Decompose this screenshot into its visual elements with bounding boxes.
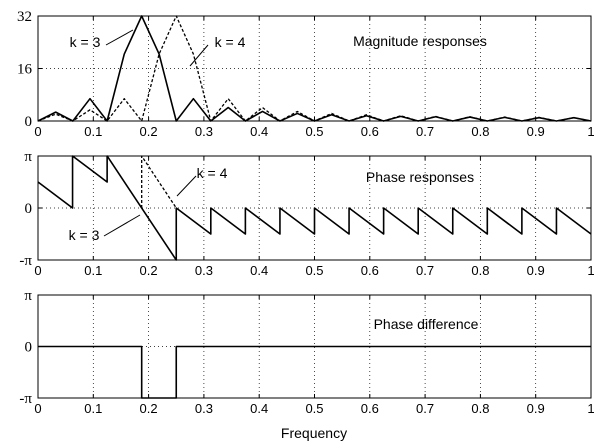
x-tick-label: 0.5 xyxy=(305,401,323,416)
x-tick-label: 0.6 xyxy=(361,401,379,416)
x-tick-label: 0.4 xyxy=(250,401,268,416)
x-tick-label: 0.4 xyxy=(250,263,268,278)
x-tick-label: 0.3 xyxy=(195,401,213,416)
x-tick-label: 0.6 xyxy=(361,263,379,278)
series-annotation: k = 4 xyxy=(197,165,228,181)
x-tick-label: 1 xyxy=(587,401,594,416)
x-tick-label: 0.2 xyxy=(140,124,158,139)
x-tick-label: 0.3 xyxy=(195,124,213,139)
x-tick-label: 0.9 xyxy=(527,263,545,278)
x-tick-label: 0.1 xyxy=(84,124,102,139)
x-tick-label: 0.8 xyxy=(471,401,489,416)
panel-title: Magnitude responses xyxy=(353,33,487,49)
y-tick-label: 0 xyxy=(25,201,33,217)
annotation-pointer xyxy=(189,44,209,67)
series-line-1 xyxy=(37,155,592,261)
y-tick-label: 0 xyxy=(25,340,33,356)
annotation-pointer xyxy=(105,29,134,46)
x-tick-label: 0.2 xyxy=(140,263,158,278)
x-tick-label: 0.3 xyxy=(195,263,213,278)
x-tick-label: 0.7 xyxy=(416,124,434,139)
x-tick-label: 1 xyxy=(587,263,594,278)
x-tick-label: 0 xyxy=(34,401,41,416)
x-tick-label: 0.1 xyxy=(84,401,102,416)
y-tick-label: 16 xyxy=(17,62,33,78)
x-tick-label: 0.2 xyxy=(140,401,158,416)
y-tick-label: π xyxy=(24,288,32,304)
y-tick-label: 32 xyxy=(17,9,32,25)
x-tick-label: 0.7 xyxy=(416,401,434,416)
x-tick-label: 0.5 xyxy=(305,124,323,139)
x-tick-label: 0.9 xyxy=(527,401,545,416)
x-tick-label: 0.7 xyxy=(416,263,434,278)
x-tick-label: 0.4 xyxy=(250,124,268,139)
y-tick-label: 0 xyxy=(25,114,33,130)
x-tick-label: 0.6 xyxy=(361,124,379,139)
x-tick-label: 0.9 xyxy=(527,124,545,139)
x-tick-label: 0.5 xyxy=(305,263,323,278)
panel-title: Phase difference xyxy=(374,316,479,332)
x-tick-label: 0.8 xyxy=(471,263,489,278)
y-tick-label: π xyxy=(24,149,32,165)
y-tick-label: -π xyxy=(19,253,32,269)
panel-title: Phase responses xyxy=(366,169,474,185)
series-annotation: k = 3 xyxy=(69,227,100,243)
x-tick-label: 0 xyxy=(34,263,41,278)
x-axis-label: Frequency xyxy=(281,425,347,441)
panel-1: 0 0.1 0.2 0.3 0.4 0.5 0.6 0.7 0.8 0.9 1 0 16 32 Magnit… xyxy=(17,9,595,139)
x-tick-label: 0.1 xyxy=(84,263,102,278)
series-annotation: k = 3 xyxy=(70,34,101,50)
y-tick-label: -π xyxy=(19,391,32,407)
annotation-pointer xyxy=(176,175,197,197)
annotation-pointer xyxy=(103,214,141,237)
series-annotation: k = 4 xyxy=(215,34,246,50)
x-tick-label: 1 xyxy=(587,124,594,139)
x-tick-label: 0.8 xyxy=(471,124,489,139)
x-tick-label: 0 xyxy=(34,124,41,139)
